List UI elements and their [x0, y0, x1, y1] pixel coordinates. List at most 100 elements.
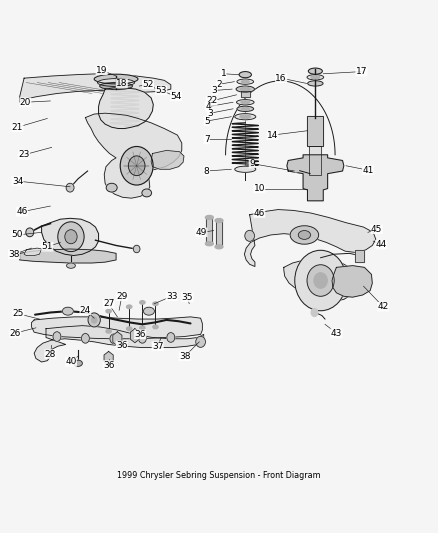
Polygon shape	[20, 74, 171, 102]
Text: 41: 41	[362, 166, 374, 175]
Ellipse shape	[241, 108, 249, 110]
Polygon shape	[34, 326, 204, 362]
Ellipse shape	[133, 245, 140, 253]
Ellipse shape	[67, 263, 75, 268]
Bar	[309, 146, 321, 174]
Text: 46: 46	[254, 208, 265, 217]
Bar	[206, 219, 212, 243]
Bar	[309, 146, 321, 174]
Text: 18: 18	[116, 79, 127, 88]
Ellipse shape	[237, 106, 254, 111]
Ellipse shape	[235, 166, 256, 172]
Ellipse shape	[196, 336, 205, 348]
Polygon shape	[113, 332, 122, 346]
Text: 19: 19	[96, 66, 107, 75]
Ellipse shape	[97, 78, 135, 86]
Bar	[355, 250, 364, 262]
Ellipse shape	[144, 307, 154, 315]
Ellipse shape	[120, 147, 153, 185]
Ellipse shape	[94, 74, 138, 84]
Ellipse shape	[167, 333, 175, 342]
Polygon shape	[332, 265, 372, 297]
Ellipse shape	[240, 87, 250, 91]
Polygon shape	[24, 248, 42, 255]
Ellipse shape	[307, 81, 323, 86]
Ellipse shape	[128, 156, 145, 175]
Ellipse shape	[153, 325, 158, 329]
Ellipse shape	[215, 245, 223, 249]
Bar	[216, 221, 222, 246]
Text: 25: 25	[13, 309, 24, 318]
Text: 36: 36	[103, 360, 114, 369]
Ellipse shape	[142, 189, 152, 197]
Text: 53: 53	[155, 86, 167, 95]
Text: 35: 35	[182, 293, 193, 302]
Ellipse shape	[314, 273, 327, 288]
Bar	[355, 250, 364, 262]
Ellipse shape	[26, 228, 34, 237]
Ellipse shape	[100, 83, 132, 90]
Ellipse shape	[140, 301, 145, 304]
Ellipse shape	[205, 215, 213, 220]
Text: 34: 34	[12, 176, 23, 185]
Ellipse shape	[127, 327, 132, 330]
Ellipse shape	[235, 114, 256, 120]
Ellipse shape	[53, 332, 61, 342]
Ellipse shape	[106, 310, 111, 313]
Text: 50: 50	[12, 230, 23, 239]
Text: 43: 43	[331, 328, 342, 337]
Text: 40: 40	[65, 358, 77, 367]
Text: 3: 3	[212, 86, 218, 95]
Text: 7: 7	[204, 135, 210, 144]
Text: 24: 24	[80, 306, 91, 315]
Text: 1999 Chrysler Sebring Suspension - Front Diagram: 1999 Chrysler Sebring Suspension - Front…	[117, 471, 321, 480]
Text: 44: 44	[375, 240, 387, 249]
Text: 42: 42	[378, 302, 389, 311]
Ellipse shape	[215, 219, 223, 222]
Text: 4: 4	[205, 102, 211, 111]
Bar	[216, 221, 222, 246]
Text: 16: 16	[276, 74, 287, 83]
Polygon shape	[244, 209, 376, 266]
Bar	[241, 91, 250, 96]
Ellipse shape	[307, 265, 334, 296]
Text: 54: 54	[170, 92, 182, 101]
Ellipse shape	[138, 334, 146, 343]
Polygon shape	[42, 219, 99, 255]
Ellipse shape	[140, 326, 145, 329]
Text: 8: 8	[204, 166, 210, 175]
Text: 45: 45	[371, 225, 382, 234]
Text: 37: 37	[152, 342, 163, 351]
Text: 5: 5	[204, 117, 210, 126]
Polygon shape	[20, 249, 116, 263]
Ellipse shape	[88, 313, 100, 327]
Ellipse shape	[245, 230, 254, 241]
Polygon shape	[287, 155, 344, 201]
Text: 10: 10	[254, 184, 265, 193]
Bar	[206, 219, 212, 243]
Ellipse shape	[311, 76, 320, 79]
Polygon shape	[284, 259, 358, 302]
Ellipse shape	[239, 71, 251, 78]
Text: 49: 49	[196, 228, 207, 237]
Text: 28: 28	[45, 350, 56, 359]
Ellipse shape	[308, 68, 322, 74]
Text: 20: 20	[20, 98, 31, 107]
Ellipse shape	[110, 334, 118, 344]
Text: 2: 2	[216, 80, 222, 89]
Ellipse shape	[127, 305, 132, 309]
Text: 27: 27	[103, 299, 114, 308]
Ellipse shape	[237, 79, 254, 84]
Ellipse shape	[236, 86, 254, 92]
Polygon shape	[151, 150, 184, 169]
Ellipse shape	[241, 80, 249, 83]
Polygon shape	[104, 351, 113, 366]
Text: 51: 51	[42, 243, 53, 251]
Text: 22: 22	[206, 96, 217, 106]
Ellipse shape	[293, 167, 299, 172]
Ellipse shape	[237, 100, 254, 105]
Ellipse shape	[81, 334, 89, 343]
Text: 1: 1	[220, 69, 226, 78]
Ellipse shape	[62, 307, 73, 315]
Text: 23: 23	[18, 150, 30, 159]
